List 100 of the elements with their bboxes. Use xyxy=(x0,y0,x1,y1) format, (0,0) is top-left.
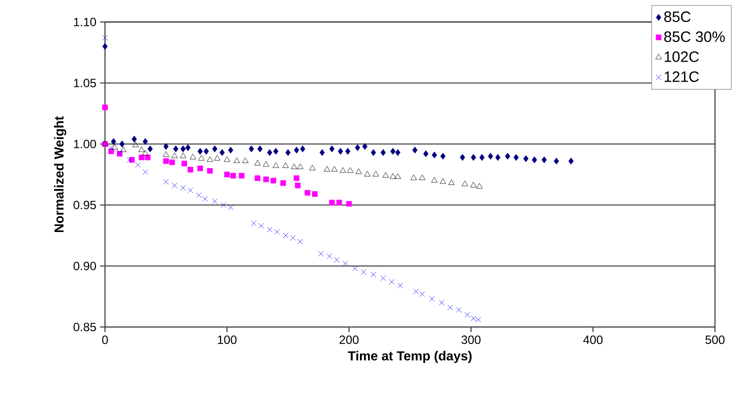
point xyxy=(102,43,108,50)
point xyxy=(126,157,132,163)
point xyxy=(198,148,203,155)
point xyxy=(120,146,126,152)
point xyxy=(324,166,330,172)
point xyxy=(173,145,178,152)
point xyxy=(285,149,291,156)
point xyxy=(266,226,272,232)
point xyxy=(448,304,454,310)
point xyxy=(304,190,310,196)
point xyxy=(440,152,446,160)
point xyxy=(329,200,335,206)
point xyxy=(380,149,386,156)
point xyxy=(460,154,466,161)
point xyxy=(431,177,438,182)
point xyxy=(336,200,342,206)
point xyxy=(206,156,214,162)
point xyxy=(423,150,428,158)
point xyxy=(138,146,145,152)
point xyxy=(102,35,108,41)
point xyxy=(290,164,298,170)
legend-label: 85C 30% xyxy=(664,31,725,42)
point xyxy=(412,146,418,154)
point xyxy=(254,160,261,166)
point xyxy=(172,182,178,188)
point xyxy=(554,158,560,164)
point xyxy=(356,168,362,174)
point xyxy=(238,172,244,179)
point xyxy=(320,149,325,156)
point xyxy=(312,191,318,197)
x-tick-label: 500 xyxy=(705,336,725,344)
point xyxy=(523,155,528,162)
y-tick-label: 0.95 xyxy=(74,200,96,210)
point xyxy=(263,176,269,182)
point xyxy=(397,282,403,288)
point xyxy=(309,164,316,170)
point xyxy=(234,157,240,163)
point xyxy=(419,174,426,180)
y-axis-title: Normalized Weight xyxy=(54,116,66,232)
point xyxy=(542,156,547,164)
point xyxy=(142,169,148,175)
point xyxy=(488,152,494,160)
point xyxy=(495,154,500,161)
point xyxy=(294,175,300,181)
point xyxy=(331,166,338,172)
point xyxy=(280,180,286,186)
point xyxy=(329,145,335,152)
point xyxy=(262,161,270,167)
point xyxy=(514,154,519,161)
point xyxy=(224,172,230,178)
point xyxy=(214,155,220,161)
point xyxy=(340,167,346,173)
point xyxy=(380,275,386,281)
point xyxy=(196,192,202,198)
point xyxy=(188,166,194,172)
point xyxy=(169,160,175,166)
point xyxy=(388,279,394,285)
point xyxy=(142,138,148,145)
legend-label: 85C xyxy=(664,11,690,22)
point xyxy=(326,253,332,259)
point xyxy=(429,296,435,302)
point xyxy=(470,154,476,161)
point xyxy=(142,150,148,156)
point xyxy=(242,157,248,163)
point xyxy=(273,148,278,155)
point xyxy=(190,154,196,160)
point xyxy=(505,152,510,160)
point xyxy=(254,175,260,181)
point xyxy=(162,151,170,157)
point xyxy=(568,158,574,164)
point xyxy=(212,145,218,152)
y-tick-label: 1.05 xyxy=(74,78,96,88)
legend-label: 102C xyxy=(664,51,699,62)
point xyxy=(364,170,370,176)
point xyxy=(267,149,272,156)
point xyxy=(163,179,169,185)
point xyxy=(224,156,230,162)
point xyxy=(207,168,213,174)
x-tick-label: 400 xyxy=(583,336,603,344)
point xyxy=(346,200,352,207)
point xyxy=(290,235,296,241)
point xyxy=(110,138,116,145)
point xyxy=(163,158,169,164)
point xyxy=(395,149,400,156)
point xyxy=(180,152,186,158)
point xyxy=(230,172,236,179)
point xyxy=(272,162,279,168)
x-tick-label: 0 xyxy=(102,336,108,344)
point xyxy=(228,146,234,154)
point xyxy=(297,164,304,170)
x-tick-label: 300 xyxy=(461,336,481,344)
point xyxy=(464,312,470,318)
point xyxy=(220,149,225,156)
y-tick-label: 0.90 xyxy=(74,262,96,270)
point xyxy=(148,145,153,152)
point xyxy=(338,148,344,155)
point xyxy=(119,140,125,148)
point xyxy=(362,143,368,150)
point xyxy=(197,166,203,172)
point xyxy=(188,188,194,194)
